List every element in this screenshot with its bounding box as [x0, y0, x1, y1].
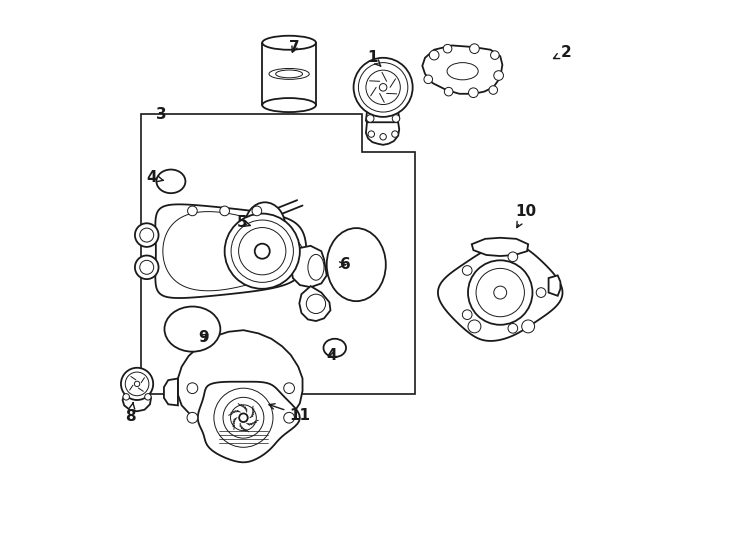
Circle shape	[468, 88, 479, 98]
Polygon shape	[366, 122, 399, 145]
Circle shape	[508, 252, 517, 262]
Polygon shape	[214, 426, 273, 454]
Circle shape	[187, 413, 197, 423]
Circle shape	[284, 413, 294, 423]
Circle shape	[508, 323, 517, 333]
Circle shape	[444, 87, 453, 96]
Circle shape	[135, 255, 159, 279]
Text: 9: 9	[198, 329, 208, 345]
Circle shape	[494, 71, 504, 80]
Polygon shape	[548, 275, 560, 296]
Circle shape	[225, 214, 300, 289]
Polygon shape	[299, 286, 330, 321]
Circle shape	[443, 44, 452, 53]
Circle shape	[252, 206, 262, 216]
Text: 3: 3	[156, 107, 167, 122]
Circle shape	[468, 260, 532, 325]
Circle shape	[489, 86, 498, 94]
Circle shape	[188, 206, 197, 216]
Circle shape	[284, 383, 294, 394]
Ellipse shape	[164, 307, 220, 352]
Text: 7: 7	[289, 39, 299, 55]
Polygon shape	[422, 45, 502, 94]
Circle shape	[219, 206, 230, 216]
Polygon shape	[156, 204, 306, 298]
Ellipse shape	[156, 170, 186, 193]
Text: 6: 6	[340, 257, 351, 272]
Polygon shape	[366, 112, 399, 130]
Circle shape	[145, 394, 151, 400]
Circle shape	[468, 320, 481, 333]
Circle shape	[354, 58, 413, 117]
Circle shape	[392, 131, 398, 137]
Circle shape	[494, 286, 506, 299]
Text: 4: 4	[147, 170, 163, 185]
Circle shape	[470, 44, 479, 53]
Text: 4: 4	[327, 348, 338, 363]
Circle shape	[379, 84, 387, 91]
Circle shape	[537, 288, 546, 298]
Circle shape	[135, 223, 159, 247]
Circle shape	[255, 244, 270, 259]
Circle shape	[187, 383, 197, 394]
Text: 1: 1	[367, 50, 381, 66]
Polygon shape	[164, 379, 178, 406]
Circle shape	[121, 368, 153, 400]
Text: 2: 2	[553, 45, 571, 60]
Circle shape	[424, 75, 432, 84]
Text: 10: 10	[515, 205, 536, 227]
Circle shape	[368, 131, 374, 137]
Circle shape	[134, 381, 139, 387]
Polygon shape	[198, 382, 300, 462]
Ellipse shape	[327, 228, 386, 301]
Circle shape	[462, 310, 472, 320]
Circle shape	[490, 51, 499, 59]
Circle shape	[380, 133, 386, 140]
Polygon shape	[438, 244, 562, 341]
Circle shape	[462, 266, 472, 275]
Circle shape	[366, 114, 374, 122]
Polygon shape	[472, 238, 528, 256]
Text: 8: 8	[126, 403, 136, 423]
Circle shape	[392, 114, 400, 122]
Circle shape	[239, 414, 248, 422]
Ellipse shape	[244, 202, 286, 252]
Circle shape	[429, 50, 439, 60]
Polygon shape	[178, 330, 302, 429]
Ellipse shape	[262, 36, 316, 50]
Text: 11: 11	[269, 404, 310, 422]
Circle shape	[522, 320, 534, 333]
Polygon shape	[291, 246, 327, 287]
Circle shape	[123, 394, 129, 400]
Text: 5: 5	[236, 215, 250, 230]
Polygon shape	[123, 389, 151, 411]
Ellipse shape	[324, 339, 346, 357]
